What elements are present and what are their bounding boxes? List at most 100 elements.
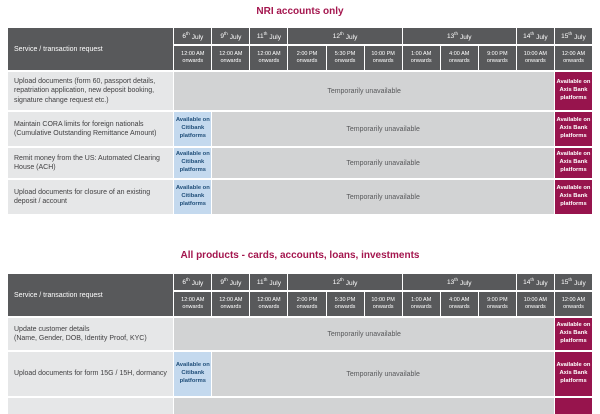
time-header: 4:00 AM onwards <box>440 46 478 70</box>
time-header: 9:00 PM onwards <box>478 292 516 316</box>
service-cell: Upload documents (form 60, passport deta… <box>8 72 174 110</box>
date-day: 6 <box>182 33 186 41</box>
status-unavailable-cell: Temporarily unavailable <box>212 148 554 178</box>
date-month: July <box>269 33 281 41</box>
all-products-section-title: All products - cards, accounts, loans, i… <box>180 250 420 261</box>
service-text: Upload documents (form 60, passport deta… <box>14 78 156 104</box>
time-suffix: onwards <box>258 304 280 310</box>
time-value: 12:00 AM <box>219 50 243 57</box>
date-header-12-july: 12th July <box>288 274 402 290</box>
time-header: 1:00 AM onwards <box>402 292 440 316</box>
date-month: July <box>536 279 548 287</box>
status-citibank-cell: Available on Citibank platforms <box>174 148 212 178</box>
status-unavailable-cell: Temporarily unavailable <box>174 318 554 350</box>
time-suffix: onwards <box>524 58 546 64</box>
date-suffix: th <box>454 31 458 37</box>
time-suffix: onwards <box>182 58 204 64</box>
date-day: 9 <box>220 33 224 41</box>
time-header: 2:00 PM onwards <box>288 46 326 70</box>
time-suffix: onwards <box>563 304 584 310</box>
time-header-row: 12:00 AM onwards 12:00 AM onwards 12:00 AM… <box>8 46 592 70</box>
table-row: Update customer details (Name, Gender, DO… <box>8 318 592 350</box>
time-value: 12:00 AM <box>219 296 243 303</box>
time-suffix: onwards <box>334 58 356 64</box>
date-header-row: Service / transaction request 6th July 9t… <box>8 274 592 316</box>
date-suffix: th <box>340 277 344 283</box>
time-suffix: onwards <box>448 304 470 310</box>
time-header: 2:00 PM onwards <box>288 292 326 316</box>
all-products-table: Service / transaction request 6th July 9t… <box>7 272 593 414</box>
date-day: 11 <box>256 279 264 287</box>
service-text: Maintain CORA limits for foreign nationa… <box>14 120 144 128</box>
nri-section-title: NRI accounts only <box>256 6 344 17</box>
status-unavailable-cell: Temporarily unavailable <box>174 72 554 110</box>
date-day: 6 <box>182 279 186 287</box>
date-month: July <box>459 279 472 287</box>
time-value: 9:00 PM <box>487 50 508 57</box>
time-suffix: onwards <box>372 58 394 64</box>
status-unavailable-cell <box>174 398 554 414</box>
time-value: 9:00 PM <box>487 296 508 303</box>
date-day: 13 <box>446 33 455 41</box>
date-month: July <box>459 33 472 41</box>
date-suffix: th <box>340 31 344 37</box>
status-citibank-cell: Available on Citibank platforms <box>174 352 212 396</box>
table-row: Remit money from the US: Automated Clear… <box>8 148 592 178</box>
service-column-header: Service / transaction request <box>8 28 174 70</box>
status-axis-cell <box>554 398 592 414</box>
service-column-header: Service / transaction request <box>8 274 174 316</box>
nri-accounts-table: Service / transaction request 6th July 9t… <box>7 26 593 216</box>
date-suffix: th <box>263 277 268 283</box>
date-header-14-july: 14th July <box>516 274 554 290</box>
time-value: 4:00 AM <box>449 50 470 57</box>
time-suffix: onwards <box>220 304 242 310</box>
time-suffix: onwards <box>448 58 470 64</box>
date-day: 12 <box>332 33 340 41</box>
time-suffix: onwards <box>410 58 432 64</box>
table-row: Upload documents for form 15G / 15H, dor… <box>8 352 592 396</box>
time-value: 5:30 PM <box>334 296 356 303</box>
table-row: Maintain CORA limits for foreign nationa… <box>8 112 592 146</box>
date-day: 12 <box>332 279 340 287</box>
time-header-row: 12:00 AM onwards 12:00 AM onwards 12:00 AM… <box>8 292 592 316</box>
service-text: Remit money from the US: Automated Clear… <box>14 154 160 171</box>
service-cell: Maintain CORA limits for foreign nationa… <box>8 112 174 146</box>
time-value: 10:00 AM <box>523 296 548 303</box>
status-axis-cell: Available on Axis Bank platforms <box>554 112 592 146</box>
time-header: 5:30 PM onwards <box>326 46 364 70</box>
time-value: 1:00 AM <box>411 50 432 57</box>
time-header: 10:00 PM onwards <box>364 46 402 70</box>
date-day: 9 <box>220 279 224 287</box>
time-header: 12:00 AM onwards <box>250 46 288 70</box>
time-header: 12:00 AM onwards <box>554 46 592 70</box>
date-month: July <box>574 279 586 287</box>
service-text: Upload documents for form 15G / 15H, dor… <box>14 370 167 378</box>
date-header-9-july: 9th July <box>212 28 250 44</box>
time-suffix: onwards <box>524 304 546 310</box>
date-header-13-july: 13th July <box>402 28 516 44</box>
time-header: 10:00 AM onwards <box>516 46 554 70</box>
time-value: 12:00 AM <box>181 50 205 57</box>
date-month: July <box>345 279 358 287</box>
date-suffix: th <box>568 277 573 283</box>
status-unavailable-cell: Temporarily unavailable <box>212 180 554 214</box>
status-axis-cell: Available on Axis Bank platforms <box>554 148 592 178</box>
time-suffix: onwards <box>296 58 318 64</box>
time-value: 12:00 AM <box>257 50 281 57</box>
status-citibank-cell: Available on Citibank platforms <box>174 180 212 214</box>
time-suffix: onwards <box>334 304 356 310</box>
date-header-13-july: 13th July <box>402 274 516 290</box>
service-subtext: (Cumulative Outstanding Remittance Amoun… <box>14 130 157 137</box>
time-header: 12:00 AM onwards <box>554 292 592 316</box>
date-header-6-july: 6th July <box>174 274 212 290</box>
date-header-11-july: 11th July <box>250 28 288 44</box>
time-header: 12:00 AM onwards <box>212 292 250 316</box>
date-header-14-july: 14th July <box>516 28 554 44</box>
time-header: 12:00 AM onwards <box>174 46 212 70</box>
service-cell: Upload documents for form 15G / 15H, dor… <box>8 352 174 396</box>
date-header-15-july: 15th July <box>554 28 592 44</box>
status-unavailable-cell: Temporarily unavailable <box>212 112 554 146</box>
date-suffix: th <box>568 31 573 37</box>
time-value: 10:00 AM <box>523 50 548 57</box>
date-month: July <box>345 33 358 41</box>
